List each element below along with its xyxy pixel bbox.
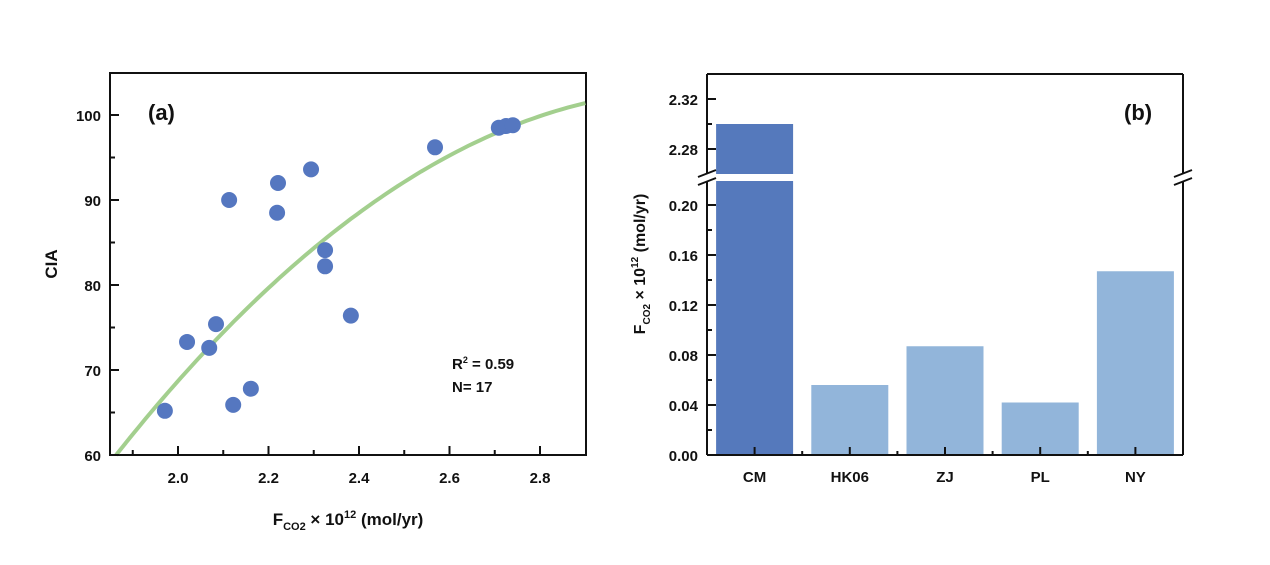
x-tick-label-b: NY [1125,469,1146,486]
data-point [303,161,320,178]
y-tick-label-a: 60 [84,448,101,465]
data-point [317,258,334,275]
fit-curve [114,101,586,457]
bar-hk06 [811,385,889,455]
x-tick-label-a: 2.6 [439,470,460,487]
data-point [242,380,259,397]
panel-a-label: (a) [148,100,175,125]
x-tick-label-b: PL [1031,469,1050,486]
bar-upper-cm [716,124,794,174]
y-tick-label-b: 0.16 [669,248,698,265]
panel-b-bar: 0.00 0.04 0.08 0.12 0.16 0.20 2.28 2.32 CM HK06 Z… [630,73,1193,486]
y-tick-label-b: 0.20 [669,198,698,215]
data-point [221,192,238,208]
axis-break-mark [697,177,717,186]
bar-zj [906,346,984,455]
x-tick-label-a: 2.2 [258,470,279,487]
panel-a-frame [109,72,587,456]
y-axis-label-a: CIA [42,249,61,278]
data-point [208,316,225,333]
bar-ny [1096,271,1174,455]
panel-b-label: (b) [1124,100,1152,125]
x-tick-label-a: 2.8 [530,470,551,487]
panel-a-scatter: 2.0 2.2 2.4 2.6 2.8 60 70 80 90 100 (a) CIA FCO2… [42,72,587,533]
y-tick-label-a: 80 [84,278,101,295]
x-tick-label-a: 2.4 [349,470,371,487]
data-point [504,117,521,134]
y-tick-label-b: 2.28 [669,142,698,159]
data-point [269,204,286,221]
y-tick-label-b: 2.32 [669,92,698,109]
x-tick-label-b: HK06 [831,469,869,486]
y-tick-label-b: 0.08 [669,348,698,365]
y-tick-label-a: 70 [84,363,101,380]
data-point [179,333,196,350]
x-tick-label-b: CM [743,469,766,486]
bar-lower-cm [716,181,794,455]
axis-break-mark [697,169,717,178]
y-tick-label-b: 0.00 [669,448,698,465]
y-axis-label-b: FCO2 × 1012 (mol/yr) [630,194,653,335]
data-point [201,339,218,356]
data-point [270,175,287,191]
data-point [342,307,359,324]
axis-break-mark [1173,169,1193,178]
data-point [427,139,444,156]
x-tick-label-b: ZJ [936,469,954,486]
y-tick-label-a: 100 [76,108,101,125]
data-point [225,396,242,413]
axis-break-mark [1173,177,1193,186]
y-tick-label-b: 0.12 [669,298,698,315]
bar-pl [1001,402,1079,455]
r-squared-annotation: R2 = 0.59 [452,355,514,373]
y-tick-label-a: 90 [84,193,101,210]
n-annotation: N= 17 [452,379,492,396]
x-tick-label-a: 2.0 [168,470,189,487]
data-point [317,242,334,259]
y-tick-label-b: 0.04 [669,398,699,415]
data-point [156,402,173,419]
x-axis-label-a: FCO2 × 1012 (mol/yr) [273,509,424,533]
